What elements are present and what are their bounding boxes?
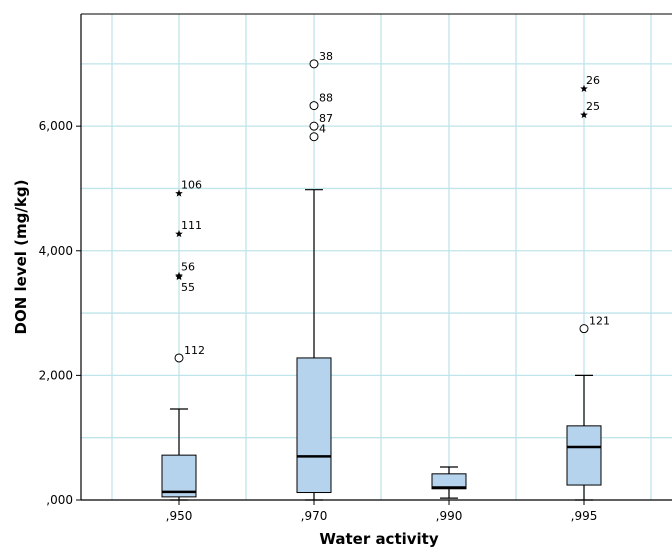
outlier-marker <box>309 121 319 131</box>
y-tick-label: 6,000 <box>39 119 73 133</box>
extreme-label: 111 <box>181 219 202 232</box>
x-tick-label: ,990 <box>436 509 463 523</box>
y-tick-label: ,000 <box>46 493 73 507</box>
outlier-marker <box>309 132 319 142</box>
outlier-label: 87 <box>319 112 333 125</box>
extreme-marker <box>175 271 183 279</box>
x-tick-label: ,950 <box>166 509 193 523</box>
box-iqr <box>296 357 332 494</box>
y-tick-label: 2,000 <box>39 368 73 382</box>
outlier-label: 121 <box>589 315 610 328</box>
outlier-label: 4 <box>319 123 326 136</box>
extreme-marker <box>175 229 183 238</box>
extreme-label: 55 <box>181 281 195 294</box>
outlier-marker <box>309 59 319 69</box>
boxes-layer <box>161 189 602 501</box>
outlier-marker <box>174 353 184 363</box>
outlier-marker <box>309 101 319 111</box>
x-axis-title: Water activity <box>319 530 439 547</box>
extreme-marker <box>175 189 183 197</box>
y-axis-title: DON level (mg/kg) <box>12 180 30 335</box>
extreme-label: 56 <box>181 261 195 274</box>
extreme-marker <box>580 84 588 93</box>
outlier-marker <box>579 324 589 334</box>
y-tick-label: 4,000 <box>39 244 73 258</box>
grid-layer <box>81 14 672 500</box>
outlier-label: 38 <box>319 50 333 63</box>
x-tick-label: ,970 <box>301 509 328 523</box>
extreme-marker <box>580 110 588 119</box>
extreme-label: 26 <box>586 74 600 87</box>
outlier-label: 112 <box>184 344 205 357</box>
extreme-label: 25 <box>586 100 600 113</box>
box-iqr <box>161 454 197 498</box>
outliers-layer: 112 55 56 111 106 487 88 38 121 25 26 <box>174 50 610 363</box>
x-tick-label: ,995 <box>571 509 598 523</box>
box-iqr <box>566 425 602 486</box>
outlier-label: 88 <box>319 92 333 105</box>
extreme-label: 106 <box>181 178 202 191</box>
